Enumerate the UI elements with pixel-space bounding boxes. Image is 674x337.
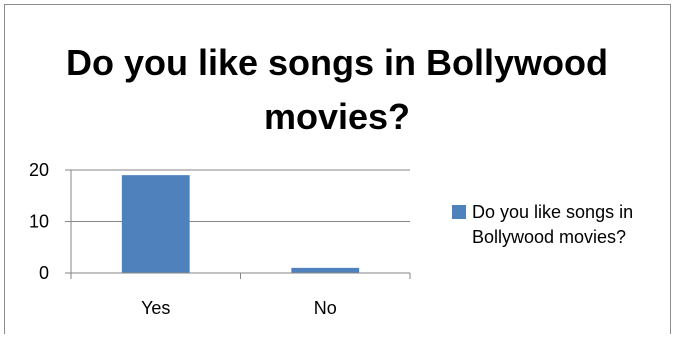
chart-area — [4, 4, 671, 334]
bar-no — [291, 267, 360, 273]
bars — [121, 175, 360, 273]
chart-title: Do you like songs in Bollywood movies? — [65, 42, 609, 137]
x-category-label: Yes — [141, 298, 170, 318]
bar-yes — [121, 175, 190, 273]
y-tick-label: 0 — [39, 263, 49, 283]
legend-swatch — [452, 205, 466, 219]
axis-labels: 0 10 20 Yes No — [29, 160, 337, 318]
axes — [65, 169, 411, 279]
x-category-label: No — [314, 298, 337, 318]
legend-label: Do you like songs in Bollywood movies? — [472, 202, 634, 247]
y-tick-label: 10 — [29, 212, 49, 232]
y-tick-label: 20 — [29, 160, 49, 180]
